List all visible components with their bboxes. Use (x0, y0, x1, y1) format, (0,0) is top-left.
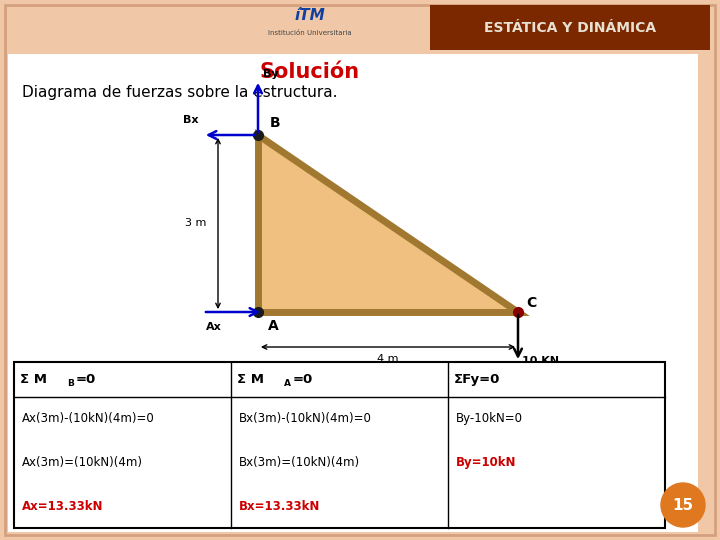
Text: C: C (526, 296, 536, 310)
Text: 3 m: 3 m (185, 219, 207, 228)
Text: Ax: Ax (206, 322, 222, 332)
Text: =0: =0 (76, 373, 96, 386)
Text: Solución: Solución (260, 62, 360, 82)
Text: B: B (67, 379, 74, 388)
Text: By: By (263, 69, 279, 79)
Text: By-10kN=0: By-10kN=0 (456, 413, 523, 426)
Text: 4 m: 4 m (377, 354, 399, 364)
Bar (14, 362, 665, 528)
Text: Σ M: Σ M (237, 373, 264, 386)
Text: ΣFy=0: ΣFy=0 (454, 373, 500, 386)
Circle shape (661, 483, 705, 527)
Text: Ax=13.33kN: Ax=13.33kN (22, 500, 104, 512)
Text: ESTÁTICA Y DINÁMICA: ESTÁTICA Y DINÁMICA (484, 21, 656, 35)
Text: Institución Universitaria: Institución Universitaria (268, 30, 352, 36)
Polygon shape (258, 135, 518, 312)
Text: A: A (268, 319, 279, 333)
Text: Bx: Bx (183, 115, 199, 125)
Text: Ax(3m)-(10kN)(4m)=0: Ax(3m)-(10kN)(4m)=0 (22, 413, 155, 426)
Text: B: B (270, 116, 281, 130)
Text: Σ M: Σ M (20, 373, 47, 386)
Text: =0: =0 (293, 373, 313, 386)
Text: íTM: íTM (294, 9, 325, 24)
Text: A: A (284, 379, 291, 388)
Bar (8, 54, 698, 532)
Text: Bx(3m)-(10kN)(4m)=0: Bx(3m)-(10kN)(4m)=0 (239, 413, 372, 426)
Text: 15: 15 (672, 497, 693, 512)
Text: Diagrama de fuerzas sobre la estructura.: Diagrama de fuerzas sobre la estructura. (22, 84, 338, 99)
Text: 10 KN: 10 KN (522, 356, 559, 366)
Text: By=10kN: By=10kN (456, 456, 516, 469)
Text: Ax(3m)=(10kN)(4m): Ax(3m)=(10kN)(4m) (22, 456, 143, 469)
Bar (430, 5, 710, 50)
Text: Bx(3m)=(10kN)(4m): Bx(3m)=(10kN)(4m) (239, 456, 360, 469)
Text: Bx=13.33kN: Bx=13.33kN (239, 500, 320, 512)
